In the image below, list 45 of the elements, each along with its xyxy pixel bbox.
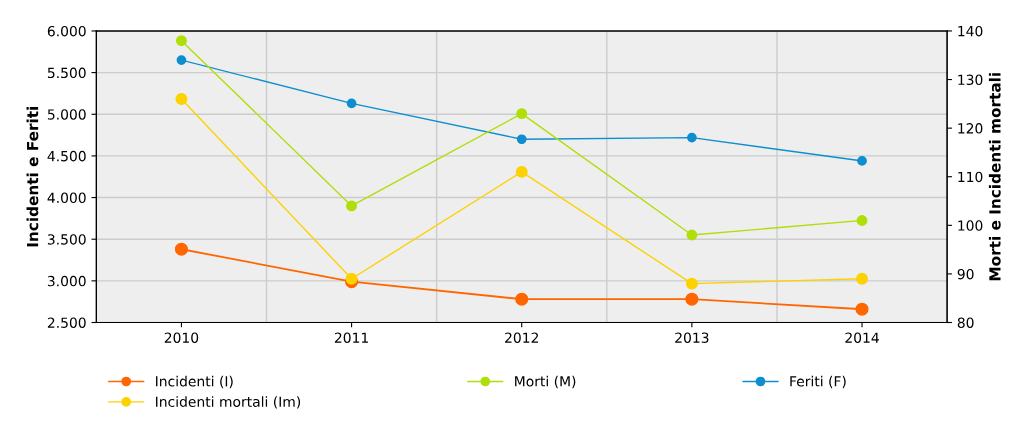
y2-tick-label: 80 (957, 317, 974, 328)
point (174, 242, 188, 256)
x-tick-label: 2013 (675, 332, 709, 343)
y-tick-label: 2.500 (47, 317, 86, 328)
point (685, 277, 698, 290)
x-tick-label: 2014 (845, 332, 879, 343)
point (687, 132, 697, 143)
point (516, 108, 528, 119)
legend-label: Feriti (F) (790, 375, 846, 389)
y-tick-label: 3.000 (47, 275, 86, 287)
point (176, 55, 187, 65)
legend-label: Incidenti (I) (156, 375, 233, 389)
x-tick-label: 2011 (334, 332, 368, 343)
y2-tick-label: 120 (958, 123, 983, 134)
y-tick-label: 5.000 (47, 109, 86, 120)
point (857, 156, 867, 166)
y-tick-label: 5.500 (47, 67, 86, 79)
y2-tick-label: 110 (958, 171, 983, 183)
point (856, 215, 868, 226)
point (346, 200, 357, 212)
point (176, 35, 187, 47)
point (346, 98, 357, 109)
legend-label: Morti (M) (515, 375, 576, 389)
y2-tick-label: 90 (957, 268, 974, 280)
y2-axis-title: Morti e Incidenti mortali (988, 73, 1001, 281)
y-tick-label: 4.500 (47, 150, 86, 162)
point (686, 229, 698, 241)
point (345, 272, 358, 285)
point (516, 134, 527, 145)
point (685, 292, 699, 306)
y2-tick-label: 140 (958, 25, 983, 37)
y-tick-label: 4.000 (47, 192, 86, 204)
y2-tick-label: 130 (958, 74, 983, 86)
point (175, 93, 188, 105)
y2-tick-label: 100 (958, 220, 983, 231)
point (515, 165, 528, 178)
x-tick-label: 2010 (164, 332, 199, 343)
point (515, 292, 529, 306)
point (855, 302, 869, 316)
y-axis-title: Incidenti e Feriti (26, 106, 39, 247)
y-tick-label: 6.000 (47, 25, 86, 37)
point (856, 272, 868, 285)
x-tick-label: 2012 (505, 332, 539, 343)
y-tick-label: 3.500 (47, 234, 86, 245)
legend-label: Incidenti mortali (Im) (156, 396, 301, 409)
